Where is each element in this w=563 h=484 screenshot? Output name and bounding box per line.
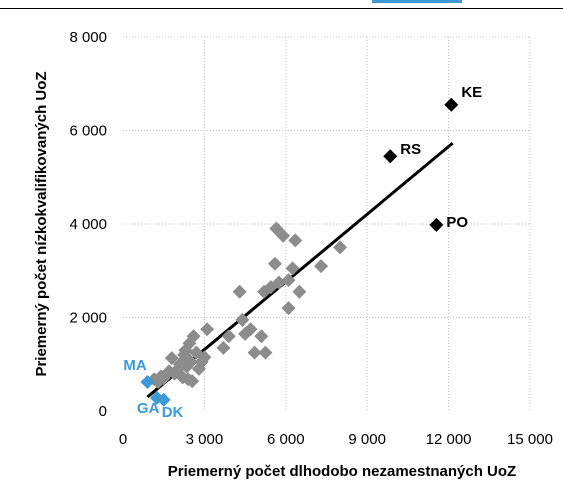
y-tick-labels: 0 2 000 4 000 6 000 8 000 — [69, 29, 107, 420]
y-axis-title: Priemerný počet nízkokvalifikovaných UoZ — [33, 71, 50, 376]
point-labels-group: KE RS PO MA GA DK — [123, 84, 482, 421]
header-accent — [372, 0, 462, 3]
data-point — [281, 273, 296, 288]
data-point — [216, 340, 231, 355]
data-point — [292, 284, 307, 299]
data-point — [243, 322, 258, 337]
data-point — [258, 345, 273, 360]
data-point — [333, 240, 348, 255]
point-label: KE — [461, 84, 482, 101]
data-point — [164, 351, 179, 366]
point-label: DK — [162, 404, 184, 421]
point-label: GA — [137, 400, 160, 417]
data-point — [383, 149, 398, 164]
data-point — [314, 259, 329, 274]
data-point — [267, 256, 282, 271]
data-point — [254, 329, 269, 344]
x-tick-label: 15 000 — [507, 431, 553, 448]
x-tick-label: 9 000 — [348, 431, 386, 448]
data-point — [288, 233, 303, 248]
y-tick-label: 0 — [99, 403, 107, 420]
y-tick-label: 2 000 — [69, 310, 107, 327]
point-label: MA — [123, 357, 146, 374]
data-point — [232, 284, 247, 299]
data-point — [444, 97, 459, 112]
data-point — [272, 275, 287, 290]
data-point — [140, 375, 155, 390]
y-tick-label: 6 000 — [69, 123, 107, 140]
data-point — [186, 329, 201, 344]
header-rule — [0, 8, 563, 9]
x-tick-label: 6 000 — [267, 431, 305, 448]
x-tick-label: 3 000 — [186, 431, 224, 448]
data-point — [276, 228, 291, 243]
x-axis-title: Priemerný počet dlhodobo nezamestnaných … — [168, 463, 516, 480]
data-point — [200, 322, 215, 337]
data-point — [429, 217, 444, 232]
data-point — [247, 345, 262, 360]
point-label: RS — [400, 141, 421, 158]
data-point — [285, 261, 300, 276]
data-point — [156, 392, 171, 407]
points-group — [140, 97, 459, 407]
grid — [123, 36, 531, 411]
data-point — [197, 350, 212, 365]
x-tick-labels: 0 3 000 6 000 9 000 12 000 15 000 — [119, 431, 553, 448]
header-bar — [0, 0, 563, 8]
data-point — [221, 329, 236, 344]
x-tick-label: 12 000 — [426, 431, 472, 448]
point-label: PO — [446, 214, 468, 231]
y-tick-label: 4 000 — [69, 216, 107, 233]
data-point — [281, 301, 296, 316]
data-point — [183, 354, 198, 369]
data-point — [185, 374, 200, 389]
y-tick-label: 8 000 — [69, 29, 107, 46]
x-tick-label: 0 — [119, 431, 127, 448]
data-point — [235, 312, 250, 327]
